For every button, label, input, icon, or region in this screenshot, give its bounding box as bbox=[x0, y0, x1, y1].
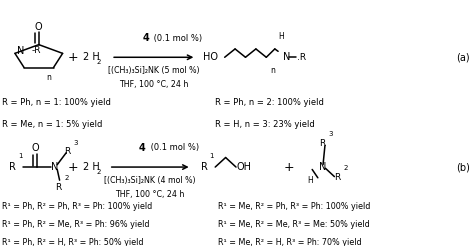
Text: +: + bbox=[68, 51, 79, 64]
Text: R¹ = Ph, R² = Me, R³ = Ph: 96% yield: R¹ = Ph, R² = Me, R³ = Ph: 96% yield bbox=[2, 220, 150, 229]
Text: 4: 4 bbox=[142, 33, 149, 43]
Text: 4: 4 bbox=[139, 143, 146, 153]
Text: R = H, n = 3: 23% yield: R = H, n = 3: 23% yield bbox=[215, 120, 315, 129]
Text: N: N bbox=[51, 162, 58, 172]
Text: R = Me, n = 1: 5% yield: R = Me, n = 1: 5% yield bbox=[2, 120, 103, 129]
Text: THF, 100 °C, 24 h: THF, 100 °C, 24 h bbox=[119, 80, 188, 89]
Text: R: R bbox=[334, 173, 341, 182]
Text: -R: -R bbox=[31, 46, 41, 56]
Text: R = Ph, n = 2: 100% yield: R = Ph, n = 2: 100% yield bbox=[215, 98, 324, 107]
Text: .R: .R bbox=[297, 53, 306, 62]
Text: [(CH₃)₃Si]₂NK (4 mol %): [(CH₃)₃Si]₂NK (4 mol %) bbox=[104, 176, 196, 185]
Text: O: O bbox=[32, 143, 39, 153]
Text: H: H bbox=[279, 32, 284, 42]
Text: +: + bbox=[283, 161, 294, 174]
Text: (0.1 mol %): (0.1 mol %) bbox=[148, 143, 199, 153]
Text: R¹ = Me, R² = Ph, R³ = Ph: 100% yield: R¹ = Me, R² = Ph, R³ = Ph: 100% yield bbox=[218, 202, 370, 211]
Text: N: N bbox=[283, 52, 290, 62]
Text: R¹ = Me, R² = Me, R³ = Me: 50% yield: R¹ = Me, R² = Me, R³ = Me: 50% yield bbox=[218, 220, 369, 229]
Text: 2: 2 bbox=[344, 165, 348, 171]
Text: H: H bbox=[308, 176, 313, 185]
Text: 2: 2 bbox=[97, 169, 101, 175]
Text: (a): (a) bbox=[456, 52, 470, 62]
Text: 1: 1 bbox=[18, 153, 22, 159]
Text: R¹ = Ph, R² = H, R³ = Ph: 50% yield: R¹ = Ph, R² = H, R³ = Ph: 50% yield bbox=[2, 238, 144, 246]
Text: R: R bbox=[9, 162, 16, 172]
Text: +: + bbox=[68, 161, 79, 174]
Text: (0.1 mol %): (0.1 mol %) bbox=[151, 34, 202, 43]
Text: R¹ = Me, R² = H, R³ = Ph: 70% yield: R¹ = Me, R² = H, R³ = Ph: 70% yield bbox=[218, 238, 361, 246]
Text: [(CH₃)₃Si]₂NK (5 mol %): [(CH₃)₃Si]₂NK (5 mol %) bbox=[108, 66, 200, 75]
Text: HO: HO bbox=[203, 52, 219, 62]
Text: THF, 100 °C, 24 h: THF, 100 °C, 24 h bbox=[116, 190, 185, 199]
Text: 1: 1 bbox=[210, 153, 214, 159]
Text: 2 H: 2 H bbox=[83, 162, 100, 172]
Text: R = Ph, n = 1: 100% yield: R = Ph, n = 1: 100% yield bbox=[2, 98, 111, 107]
Text: N: N bbox=[319, 162, 327, 172]
Text: (b): (b) bbox=[456, 162, 470, 172]
Text: R: R bbox=[64, 147, 71, 156]
Text: R: R bbox=[319, 139, 326, 148]
Text: R¹ = Ph, R² = Ph, R³ = Ph: 100% yield: R¹ = Ph, R² = Ph, R³ = Ph: 100% yield bbox=[2, 202, 153, 211]
Text: 2: 2 bbox=[97, 59, 101, 65]
Text: 3: 3 bbox=[329, 131, 333, 137]
Text: R: R bbox=[201, 162, 208, 172]
Text: 2: 2 bbox=[64, 175, 69, 181]
Text: O: O bbox=[35, 22, 43, 32]
Text: 2 H: 2 H bbox=[83, 52, 100, 62]
Text: OH: OH bbox=[236, 162, 251, 172]
Text: 3: 3 bbox=[74, 140, 78, 146]
Text: N: N bbox=[18, 46, 25, 56]
Text: R: R bbox=[55, 183, 61, 192]
Text: n: n bbox=[46, 73, 51, 82]
Text: n: n bbox=[270, 66, 275, 75]
